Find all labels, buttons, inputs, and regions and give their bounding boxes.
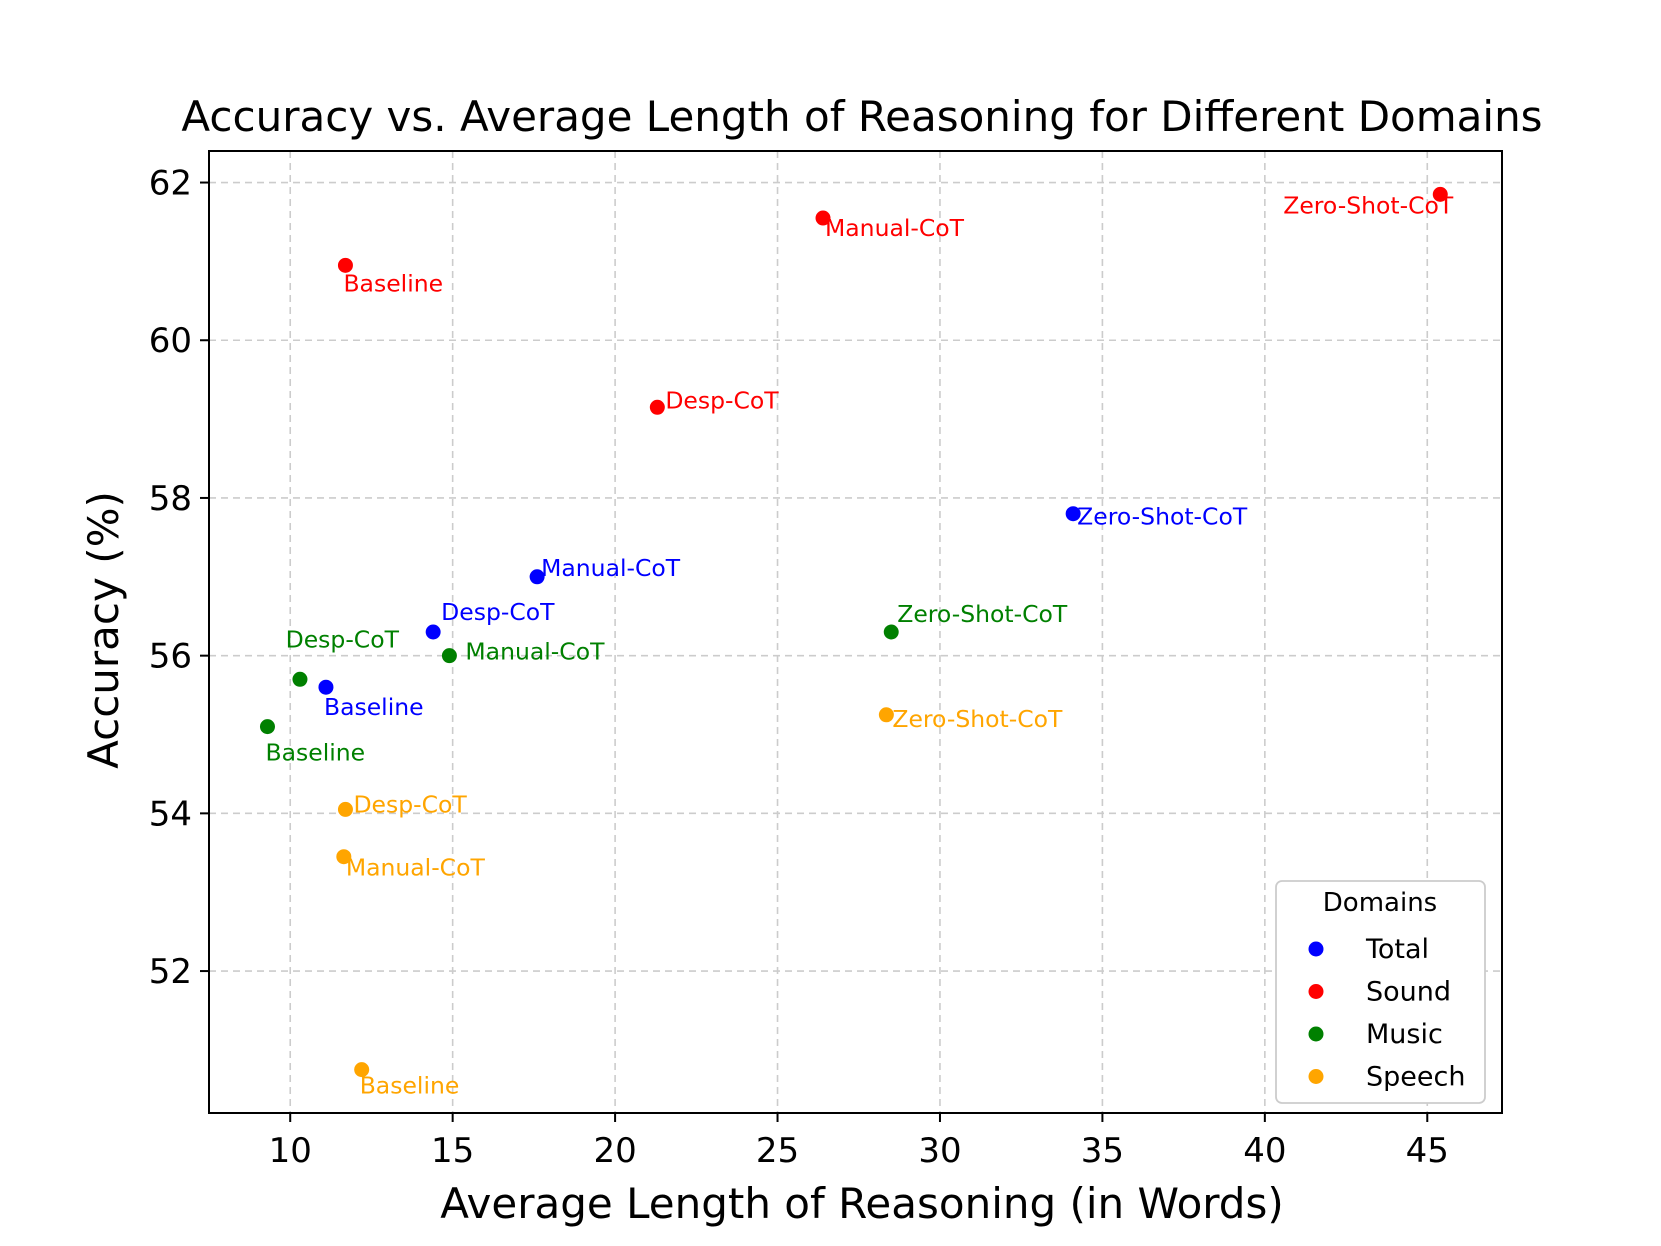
speech-point	[336, 849, 352, 865]
point-labels: Baseline Desp-CoT Manual-CoT Zero-Shot-CoT B…	[265, 191, 1453, 1099]
total-point	[425, 624, 441, 640]
x-tick-label: 35	[1081, 1131, 1124, 1171]
music-point-label: Baseline	[265, 739, 365, 767]
legend-label-speech: Speech	[1366, 1062, 1465, 1093]
x-tick-label: 30	[918, 1131, 961, 1171]
sound-point	[337, 257, 353, 273]
total-point-label: Desp-CoT	[441, 598, 555, 626]
legend-items: Total Sound Music Speech	[1308, 934, 1465, 1093]
y-tick-label: 54	[149, 794, 192, 834]
y-tick-label: 52	[149, 952, 192, 992]
legend-marker-sound	[1308, 984, 1324, 999]
y-tick-label: 62	[149, 164, 192, 204]
total-point-label: Zero-Shot-CoT	[1077, 503, 1248, 531]
axis-ticks: 10 15 20 25 30 35 40 45 52 54 56 58 60 62	[149, 164, 1449, 1171]
music-point-label: Zero-Shot-CoT	[897, 600, 1068, 628]
music-point	[292, 671, 308, 687]
data-points	[259, 186, 1448, 1078]
legend-frame	[1275, 880, 1486, 1104]
sound-point-label: Baseline	[343, 269, 443, 297]
speech-point	[878, 707, 894, 723]
chart-title: Accuracy vs. Average Length of Reasoning…	[181, 92, 1542, 141]
sound-point-label: Manual-CoT	[825, 214, 965, 242]
total-point	[318, 679, 334, 695]
x-tick-label: 20	[593, 1131, 636, 1171]
speech-point-label: Desp-CoT	[353, 790, 467, 818]
music-point-label: Desp-CoT	[286, 625, 400, 653]
legend-title: Domains	[1323, 888, 1437, 918]
grid-lines	[209, 151, 1502, 1113]
music-point	[441, 648, 457, 664]
y-axis-label: Accuracy (%)	[79, 491, 128, 769]
x-tick-label: 15	[431, 1131, 474, 1171]
total-point-label: Baseline	[324, 693, 424, 721]
legend-marker-music	[1308, 1026, 1324, 1042]
legend-marker-speech	[1308, 1069, 1324, 1084]
x-tick-label: 40	[1243, 1131, 1286, 1171]
legend-marker-total	[1308, 941, 1324, 957]
total-point	[1065, 506, 1081, 522]
speech-point-label: Baseline	[360, 1072, 460, 1100]
legend-label-sound: Sound	[1366, 977, 1451, 1008]
y-tick-label: 60	[149, 321, 192, 361]
sound-point	[1432, 186, 1448, 202]
music-point-label: Manual-CoT	[465, 638, 605, 666]
x-tick-label: 45	[1406, 1131, 1449, 1171]
legend: Domains Total Sound Music Speech	[1275, 880, 1486, 1104]
speech-point-label: Zero-Shot-CoT	[892, 705, 1063, 733]
y-tick-label: 58	[149, 479, 192, 519]
x-tick-label: 25	[756, 1131, 799, 1171]
total-point	[529, 569, 545, 585]
sound-point	[815, 210, 831, 226]
plot-area-frame	[208, 150, 1503, 1114]
sound-point	[649, 399, 665, 415]
sound-point-label: Desp-CoT	[665, 386, 779, 414]
y-tick-label: 56	[149, 637, 192, 677]
total-point-label: Manual-CoT	[541, 554, 681, 582]
speech-point	[337, 801, 353, 817]
legend-label-total: Total	[1365, 934, 1429, 965]
music-point	[883, 624, 899, 640]
x-tick-label: 10	[269, 1131, 312, 1171]
x-axis-label: Average Length of Reasoning (in Words)	[440, 1179, 1284, 1228]
music-point	[259, 719, 275, 735]
sound-point-label: Zero-Shot-CoT	[1283, 191, 1454, 219]
speech-point	[354, 1062, 370, 1078]
speech-point-label: Manual-CoT	[346, 854, 486, 882]
legend-label-music: Music	[1366, 1019, 1443, 1050]
